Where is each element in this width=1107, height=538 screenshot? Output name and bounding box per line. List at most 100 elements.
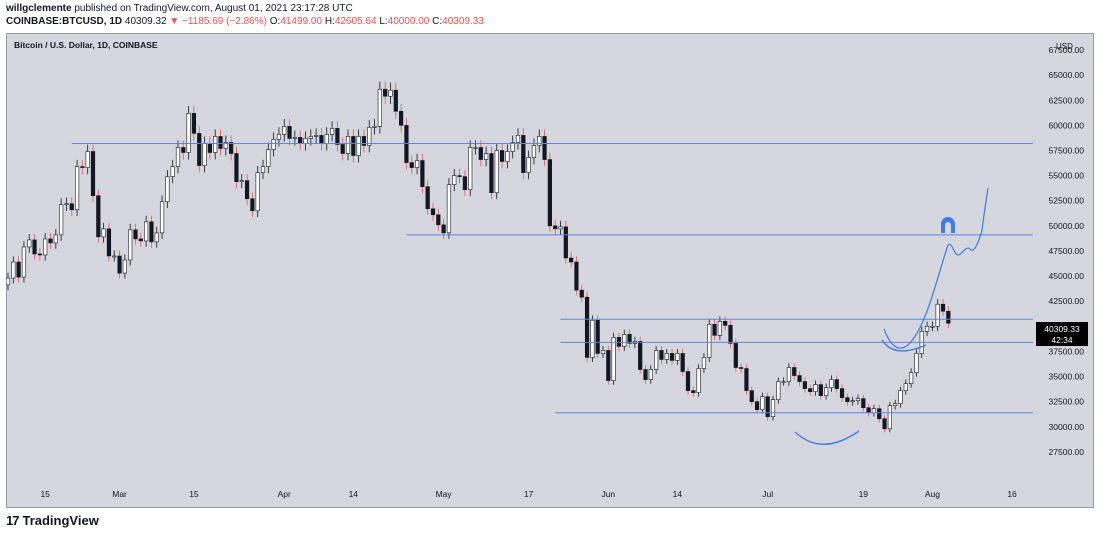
candle [839, 384, 845, 402]
bear-candle-body [207, 143, 212, 153]
candle [717, 316, 722, 341]
tradingview-footer: 17 TradingView [6, 513, 99, 528]
candle [744, 364, 749, 395]
bear-candle-body [595, 319, 600, 354]
bear-candle-body [553, 225, 558, 230]
bull-candle-body [452, 175, 457, 185]
bear-candle-body [839, 388, 845, 398]
candle [329, 121, 335, 142]
candle [749, 386, 754, 406]
bull-candle-body [473, 147, 478, 149]
bear-candle-body [117, 255, 122, 274]
bear-candle-body [744, 368, 749, 391]
bull-candle-body [292, 137, 297, 139]
bull-candle-body [515, 135, 521, 143]
candle [723, 316, 728, 331]
candle [664, 348, 669, 364]
bear-candle-body [250, 198, 255, 212]
bear-candle-body [404, 125, 409, 163]
candle [712, 319, 717, 341]
candle [579, 284, 584, 303]
bear-candle-body [133, 229, 138, 240]
bull-candle-body [654, 350, 659, 370]
candle [478, 140, 483, 167]
candle [244, 174, 250, 206]
bear-candle-body [627, 334, 632, 344]
bull-candle-body [707, 324, 712, 358]
bear-candle-body [138, 238, 143, 242]
bull-candle-body [154, 232, 159, 243]
candle [850, 396, 855, 406]
time-axis[interactable]: 15 Mar 15 Apr 14 May 17 Jun 14 Jul 19 Aug 16 [40, 489, 1017, 499]
candle [781, 377, 786, 386]
bear-candle-body [669, 353, 675, 361]
candle [32, 234, 37, 260]
candle [701, 353, 707, 373]
bear-candle-body [834, 379, 839, 389]
bear-candle-body [606, 350, 611, 381]
bull-candle-body [622, 334, 627, 347]
candle [186, 105, 191, 160]
price-tick-label: 65000.00 [1049, 70, 1085, 80]
price-tick-label: 57500.00 [1049, 145, 1085, 155]
candle [340, 137, 345, 161]
candle [659, 345, 664, 364]
bull-candle-body [223, 142, 228, 149]
time-tick-label: 15 [189, 489, 199, 499]
candle [499, 143, 505, 169]
candle [898, 386, 903, 408]
candle [515, 128, 521, 150]
candle [462, 169, 467, 197]
bull-candle-body [893, 403, 898, 406]
candle [505, 144, 510, 169]
candle [324, 127, 329, 151]
tradingview-logo-icon[interactable]: 17 [6, 513, 20, 528]
bull-candle-body [101, 228, 106, 238]
bull-candle-body [468, 147, 473, 190]
bear-candle-body [69, 203, 74, 211]
drawing-curve-lower [794, 430, 860, 445]
bear-candle-body [749, 390, 754, 402]
candle [542, 129, 547, 167]
bull-candle-body [112, 255, 117, 258]
bear-candle-body [383, 88, 388, 97]
candle [797, 371, 802, 386]
bear-candle-body [489, 153, 494, 193]
bear-candle-body [818, 384, 823, 396]
price-tick-label: 30000.00 [1049, 422, 1085, 432]
candle [383, 81, 388, 104]
bull-candle-body [855, 398, 861, 401]
candle [648, 365, 653, 384]
candle [106, 222, 112, 262]
candle [229, 135, 234, 161]
bear-candle-body [563, 226, 568, 259]
author-name[interactable]: willgclemente [6, 3, 72, 14]
bull-candle-body [600, 350, 606, 354]
bear-candle-body [32, 239, 37, 255]
bear-candle-body [287, 126, 292, 139]
bull-candle-body [43, 238, 48, 256]
price-chart[interactable]: Bitcoin / U.S. Dollar, 1D, COINBASE USD … [6, 33, 1094, 508]
candle [739, 363, 744, 373]
close-label: C: [432, 16, 443, 27]
bull-candle-body [701, 357, 707, 369]
candle [69, 197, 74, 216]
bear-candle-body [298, 137, 303, 144]
bear-candle-body [754, 401, 760, 411]
candle [372, 119, 377, 135]
bear-candle-body [659, 350, 664, 360]
candle [877, 404, 882, 423]
candle [861, 394, 866, 412]
price-tick-label: 27500.00 [1049, 447, 1085, 457]
candle [489, 146, 494, 200]
bull-candle-body [144, 221, 149, 242]
publish-text: published on TradingView.com, August 01,… [74, 3, 353, 14]
last-price-tag: 40309.33 42:34 [1036, 322, 1088, 346]
time-tick-label: 19 [859, 489, 869, 499]
price-axis[interactable]: 27500.00 30000.00 32500.00 35000.00 37500.00… [1049, 45, 1085, 457]
candle [21, 241, 27, 283]
bull-candle-body [935, 303, 940, 327]
tradingview-brand[interactable]: TradingView [22, 513, 99, 528]
price-tick-label: 62500.00 [1049, 95, 1085, 105]
bull-candle-body [377, 88, 382, 127]
